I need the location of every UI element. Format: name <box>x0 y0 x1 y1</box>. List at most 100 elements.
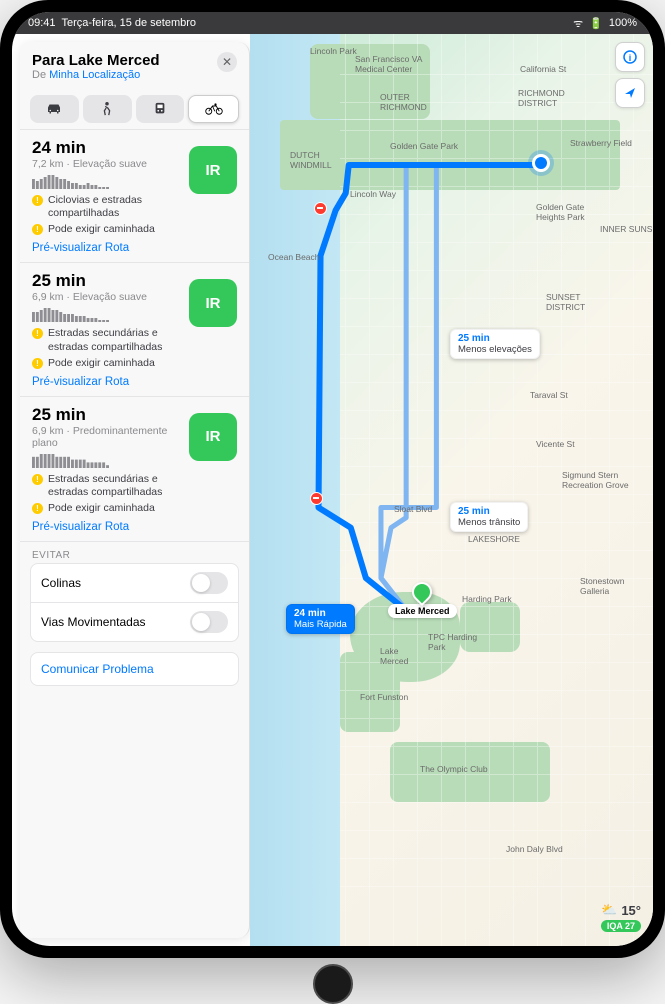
no-entry-icon <box>314 202 327 215</box>
walk-icon <box>98 102 116 116</box>
preview-route-link[interactable]: Pré-visualizar Rota <box>32 242 237 254</box>
warning-badge-icon: ! <box>32 358 43 369</box>
status-time: 09:41 <box>28 17 56 29</box>
location-arrow-icon <box>623 86 637 100</box>
map-info-button[interactable]: i <box>615 42 645 72</box>
map-place-label: Ocean Beach <box>268 252 320 262</box>
map-place-label: California St <box>520 64 566 74</box>
transit-icon <box>151 102 169 116</box>
go-button[interactable]: IR <box>189 413 237 461</box>
map-place-label: Vicente St <box>536 439 575 449</box>
route-time: 24 min <box>32 138 181 158</box>
mode-cycle[interactable] <box>188 95 239 123</box>
mode-walk[interactable] <box>83 95 132 123</box>
map-place-label: Lake Merced <box>380 646 408 666</box>
map-place-label: San Francisco VA Medical Center <box>355 54 422 74</box>
avoid-section: EVITAR Colinas Vias Movimentadas <box>20 541 249 642</box>
elevation-sparkline <box>32 454 110 468</box>
map-place-label: Sigmund Stern Recreation Grove <box>562 470 629 490</box>
route-option[interactable]: 25 min 6,9 km · Predominantemente plano … <box>20 396 249 541</box>
transport-mode-selector <box>20 89 249 129</box>
preview-route-link[interactable]: Pré-visualizar Rota <box>32 376 237 388</box>
route-note: Pode exigir caminhada <box>48 502 155 515</box>
origin-subtitle: De Minha Localização <box>32 69 160 81</box>
info-icon: i <box>623 50 637 64</box>
map-place-label: Sloat Blvd <box>394 504 432 514</box>
map-place-label: The Olympic Club <box>420 764 488 774</box>
route-option[interactable]: 25 min 6,9 km · Elevação suave !Estradas… <box>20 262 249 395</box>
warning-badge-icon: ! <box>32 224 43 235</box>
weather-temp: 15° <box>621 903 641 918</box>
warning-badge-icon: ! <box>32 328 43 339</box>
callout-time: 24 min <box>294 608 347 619</box>
mode-transit[interactable] <box>136 95 185 123</box>
callout-desc: Menos elevações <box>458 344 532 355</box>
battery-icon: 🔋 <box>589 17 603 30</box>
map-place-label: LAKESHORE <box>468 534 520 544</box>
route-note: Pode exigir caminhada <box>48 223 155 236</box>
home-button[interactable] <box>313 964 353 1004</box>
route-callout[interactable]: 25 min Menos elevações <box>450 329 540 359</box>
warning-badge-icon: ! <box>32 195 43 206</box>
toggle-switch[interactable] <box>190 572 228 594</box>
road-grid <box>250 34 653 946</box>
origin-link[interactable]: Minha Localização <box>49 69 140 81</box>
weather-icon: ⛅ <box>601 902 617 918</box>
route-note: Estradas secundárias e estradas comparti… <box>48 473 181 499</box>
warning-badge-icon: ! <box>32 503 43 514</box>
map-place-label: RICHMOND DISTRICT <box>518 88 565 108</box>
map-place-label: Fort Funston <box>360 692 408 702</box>
destination-title: Para Lake Merced <box>32 52 160 69</box>
destination-pin-icon <box>408 578 436 606</box>
user-location-dot <box>532 154 550 172</box>
map-locate-button[interactable] <box>615 78 645 108</box>
go-button[interactable]: IR <box>189 146 237 194</box>
map-place-label: Lincoln Way <box>350 189 396 199</box>
car-icon <box>45 102 63 116</box>
wifi-icon: ᯤ <box>573 16 583 31</box>
go-button[interactable]: IR <box>189 279 237 327</box>
route-note: Estradas secundárias e estradas comparti… <box>48 327 181 353</box>
toggle-switch[interactable] <box>190 611 228 633</box>
map-place-label: DUTCH WINDMILL <box>290 150 332 170</box>
no-entry-icon <box>310 492 323 505</box>
preview-route-link[interactable]: Pré-visualizar Rota <box>32 521 237 533</box>
map-place-label: Golden Gate Park <box>390 141 458 151</box>
warning-badge-icon: ! <box>32 474 43 485</box>
routes-list: 24 min 7,2 km · Elevação suave !Ciclovia… <box>20 129 249 541</box>
route-meta: 7,2 km · Elevação suave <box>32 158 181 170</box>
map-place-label: Stonestown Galleria <box>580 576 624 596</box>
directions-panel: Para Lake Merced De Minha Localização ✕ <box>20 42 250 938</box>
report-problem-button[interactable]: Comunicar Problema <box>30 652 239 686</box>
weather-widget[interactable]: ⛅ 15° IQA 27 <box>601 902 641 932</box>
route-meta: 6,9 km · Predominantemente plano <box>32 425 181 449</box>
map-place-label: Taraval St <box>530 390 568 400</box>
callout-time: 25 min <box>458 333 532 344</box>
route-callout[interactable]: 24 min Mais Rápida <box>286 604 355 634</box>
map-place-label: OUTER RICHMOND <box>380 92 427 112</box>
destination-label: Lake Merced <box>388 604 457 618</box>
route-time: 25 min <box>32 405 181 425</box>
bike-icon <box>205 102 223 116</box>
close-icon: ✕ <box>222 55 232 69</box>
mode-drive[interactable] <box>30 95 79 123</box>
elevation-sparkline <box>32 308 110 322</box>
avoid-option: Vias Movimentadas <box>31 603 238 641</box>
map-place-label: Strawberry Field <box>570 138 632 148</box>
route-callout[interactable]: 25 min Menos trânsito <box>450 502 528 532</box>
map-view[interactable]: Lake Merced 25 min Menos elevações 25 mi… <box>250 34 653 946</box>
callout-time: 25 min <box>458 506 520 517</box>
route-option[interactable]: 24 min 7,2 km · Elevação suave !Ciclovia… <box>20 129 249 262</box>
avoid-option: Colinas <box>31 564 238 603</box>
close-button[interactable]: ✕ <box>217 52 237 72</box>
callout-desc: Mais Rápida <box>294 619 347 630</box>
aqi-badge: IQA 27 <box>601 920 641 932</box>
battery-percent: 100% <box>609 17 637 29</box>
svg-text:i: i <box>629 53 632 63</box>
elevation-sparkline <box>32 175 110 189</box>
callout-desc: Menos trânsito <box>458 517 520 528</box>
status-date: Terça-feira, 15 de setembro <box>62 17 197 29</box>
destination-marker[interactable]: Lake Merced <box>388 582 457 618</box>
route-meta: 6,9 km · Elevação suave <box>32 291 181 303</box>
avoid-option-label: Colinas <box>41 576 81 590</box>
